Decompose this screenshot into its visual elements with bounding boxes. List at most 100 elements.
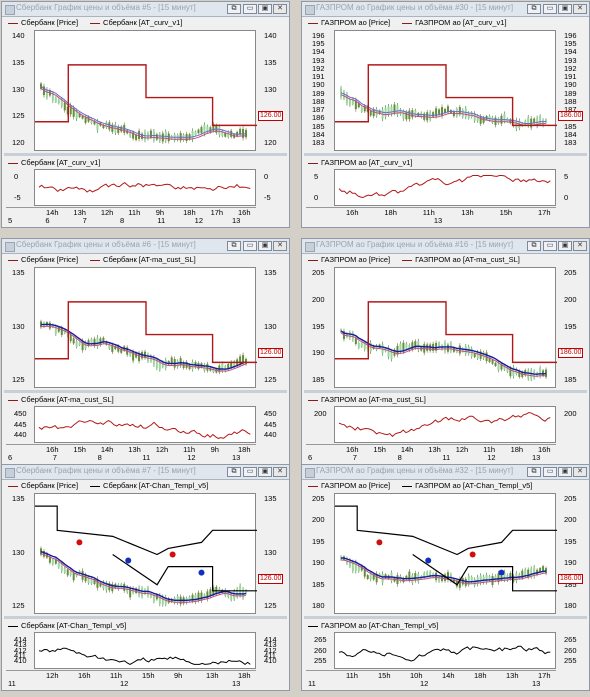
candle-body <box>485 574 488 583</box>
price-pane[interactable] <box>34 267 257 388</box>
y-tick-right: 193 <box>564 55 577 65</box>
candle-body <box>378 110 381 114</box>
maximize-button[interactable]: ▣ <box>258 4 272 14</box>
candle-body <box>372 109 375 117</box>
window-titlebar[interactable]: ГАЗПРОМ ао График цены и объёма #30 - [1… <box>302 2 589 17</box>
candle-body <box>524 120 527 125</box>
maximize-button[interactable]: ▣ <box>558 467 572 477</box>
price-plot <box>35 505 257 607</box>
minimize-button[interactable]: ▭ <box>243 241 257 251</box>
indicator-pane[interactable] <box>34 169 256 206</box>
pane-splitter[interactable] <box>304 153 587 156</box>
indicator-tick-right: 265 <box>564 635 577 644</box>
indicator-tick-right: -5 <box>264 193 271 202</box>
legend-bottom: ГАЗПРОМ ао [AT_curv_v1] <box>308 158 412 167</box>
indicator-pane[interactable] <box>334 406 556 443</box>
close-button[interactable]: ✕ <box>273 241 287 251</box>
restore-icon[interactable]: ⧉ <box>227 4 241 14</box>
candle-body <box>93 120 96 125</box>
close-button[interactable]: ✕ <box>573 241 587 251</box>
chart-window[interactable]: ГАЗПРОМ ао График цены и объёма #30 - [1… <box>301 1 590 228</box>
candle-body <box>158 134 161 141</box>
minimize-button[interactable]: ▭ <box>243 467 257 477</box>
pane-splitter[interactable] <box>4 616 287 619</box>
window-titlebar[interactable]: Сбербанк График цены и объёма #6 - [15 м… <box>2 239 289 254</box>
candle-body <box>84 117 87 123</box>
legend-item: ГАЗПРОМ ао [Price] <box>308 18 390 27</box>
close-button[interactable]: ✕ <box>273 4 287 14</box>
candle-body <box>135 588 138 593</box>
time-label: 9h <box>210 445 219 454</box>
legend-label: Сбербанк [AT-ma_cust_SL] <box>103 255 196 264</box>
y-tick-right: 196 <box>564 31 577 40</box>
pane-splitter[interactable] <box>4 153 287 156</box>
price-pane[interactable] <box>334 493 557 614</box>
minimize-button[interactable]: ▭ <box>543 241 557 251</box>
candle-body <box>473 579 476 586</box>
price-pane[interactable] <box>334 30 557 151</box>
stop-line <box>35 301 257 364</box>
maximize-button[interactable]: ▣ <box>258 467 272 477</box>
time-label: 11h <box>183 445 196 454</box>
window-titlebar[interactable]: ГАЗПРОМ ао График цены и объёма #16 - [1… <box>302 239 589 254</box>
indicator-line-secondary <box>340 332 547 377</box>
close-button[interactable]: ✕ <box>573 4 587 14</box>
indicator-pane[interactable] <box>334 632 556 669</box>
candle-body <box>221 363 224 371</box>
candle-body <box>230 130 233 137</box>
window-titlebar[interactable]: Сбербанк График цены и объёма #5 - [15 м… <box>2 2 289 17</box>
window-titlebar[interactable]: Сбербанк График цены и объёма #7 - [15 м… <box>2 465 289 480</box>
minimize-button[interactable]: ▭ <box>543 467 557 477</box>
legend-item: Сбербанк [Price] <box>8 481 78 490</box>
candle-body <box>75 110 78 119</box>
candle-body <box>54 97 57 102</box>
pane-splitter[interactable] <box>304 616 587 619</box>
candle-body <box>408 571 411 580</box>
time-axis <box>6 444 256 463</box>
pane-splitter[interactable] <box>4 390 287 393</box>
pane-splitter[interactable] <box>304 390 587 393</box>
chart-window[interactable]: ГАЗПРОМ ао График цены и объёма #16 - [1… <box>301 238 590 465</box>
restore-icon[interactable]: ⧉ <box>227 467 241 477</box>
maximize-button[interactable]: ▣ <box>558 241 572 251</box>
legend-swatch <box>308 22 318 24</box>
sell-marker <box>169 551 176 558</box>
chart-window[interactable]: Сбербанк График цены и объёма #6 - [15 м… <box>1 238 290 465</box>
maximize-button[interactable]: ▣ <box>558 4 572 14</box>
candle-body <box>461 578 464 585</box>
chart-window[interactable]: ГАЗПРОМ ао График цены и объёма #32 - [1… <box>301 464 590 691</box>
candle-body <box>512 120 515 127</box>
legend-swatch <box>8 625 18 627</box>
last-price-badge: 186.00 <box>558 111 584 121</box>
y-tick-left: 193 <box>312 55 325 65</box>
restore-icon[interactable]: ⧉ <box>227 241 241 251</box>
candle-body <box>120 348 123 353</box>
price-pane[interactable] <box>334 267 557 388</box>
restore-icon[interactable]: ⧉ <box>527 467 541 477</box>
chart-window[interactable]: Сбербанк График цены и объёма #7 - [15 м… <box>1 464 290 691</box>
date-label: 12 <box>487 453 496 462</box>
legend-top: Сбербанк [Price] Сбербанк [AT-Chan_Templ_… <box>8 481 220 490</box>
close-button[interactable]: ✕ <box>273 467 287 477</box>
indicator-pane[interactable] <box>34 406 256 443</box>
close-button[interactable]: ✕ <box>573 467 587 477</box>
candle-body <box>545 369 548 377</box>
window-titlebar[interactable]: ГАЗПРОМ ао График цены и объёма #32 - [1… <box>302 465 589 480</box>
candle-body <box>40 321 42 328</box>
indicator-line-secondary <box>40 325 247 372</box>
candle-body <box>57 327 60 332</box>
price-pane[interactable] <box>34 30 257 151</box>
chart-window[interactable]: Сбербанк График цены и объёма #5 - [15 м… <box>1 1 290 228</box>
candle-body <box>176 361 179 367</box>
indicator-pane[interactable] <box>334 169 556 206</box>
restore-icon[interactable]: ⧉ <box>527 241 541 251</box>
minimize-button[interactable]: ▭ <box>243 4 257 14</box>
y-tick-left: 135 <box>12 57 25 67</box>
date-label: 7 <box>82 216 87 225</box>
price-pane[interactable] <box>34 493 257 614</box>
indicator-pane[interactable] <box>34 632 256 669</box>
minimize-button[interactable]: ▭ <box>543 4 557 14</box>
maximize-button[interactable]: ▣ <box>258 241 272 251</box>
indicator-tick-left: 450 <box>14 409 27 418</box>
restore-icon[interactable]: ⧉ <box>527 4 541 14</box>
